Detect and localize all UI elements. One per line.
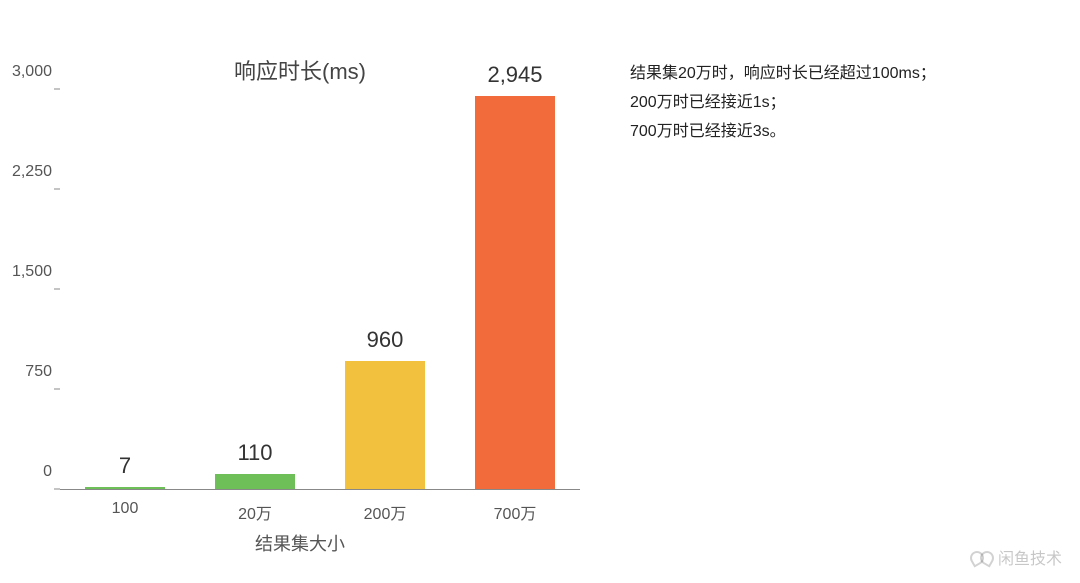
annotation-line: 700万时已经接近3s。 bbox=[630, 118, 1060, 147]
y-tick-mark bbox=[54, 89, 60, 90]
y-tick-label: 1,500 bbox=[12, 263, 52, 281]
y-tick-mark bbox=[54, 189, 60, 190]
x-tick-label: 200万 bbox=[364, 500, 407, 524]
annotation-text: 结果集20万时，响应时长已经超过100ms；200万时已经接近1s；700万时已… bbox=[630, 60, 1060, 146]
bar-value-label: 110 bbox=[237, 440, 272, 466]
y-tick-label: 0 bbox=[43, 463, 52, 481]
annotation-line: 200万时已经接近1s； bbox=[630, 89, 1060, 118]
bar: 7 bbox=[85, 487, 166, 489]
watermark-text: 闲鱼技术 bbox=[998, 545, 1062, 569]
x-axis-label: 结果集大小 bbox=[0, 530, 600, 556]
chart-plot-area: 07501,5002,2503,000710011020万960200万2,94… bbox=[60, 90, 580, 490]
x-tick-label: 20万 bbox=[238, 500, 272, 524]
y-tick-mark bbox=[54, 489, 60, 490]
figure: 响应时长(ms) 07501,5002,2503,000710011020万96… bbox=[0, 0, 1080, 583]
x-tick-label: 100 bbox=[112, 500, 139, 518]
y-tick-mark bbox=[54, 289, 60, 290]
annotation-line: 结果集20万时，响应时长已经超过100ms； bbox=[630, 60, 1060, 89]
bar: 960 bbox=[345, 361, 426, 489]
y-tick-label: 750 bbox=[25, 363, 52, 381]
y-tick-mark bbox=[54, 389, 60, 390]
y-tick-label: 2,250 bbox=[12, 163, 52, 181]
bar: 2,945 bbox=[475, 96, 556, 489]
y-tick-label: 3,000 bbox=[12, 63, 52, 81]
bar-value-label: 960 bbox=[367, 327, 404, 353]
x-tick-label: 700万 bbox=[494, 500, 537, 524]
watermark: 闲鱼技术 bbox=[972, 545, 1062, 569]
x-axis-line bbox=[60, 489, 580, 490]
bar-value-label: 2,945 bbox=[487, 62, 542, 88]
bar: 110 bbox=[215, 474, 296, 489]
wechat-icon bbox=[972, 549, 992, 565]
bar-value-label: 7 bbox=[119, 453, 131, 479]
